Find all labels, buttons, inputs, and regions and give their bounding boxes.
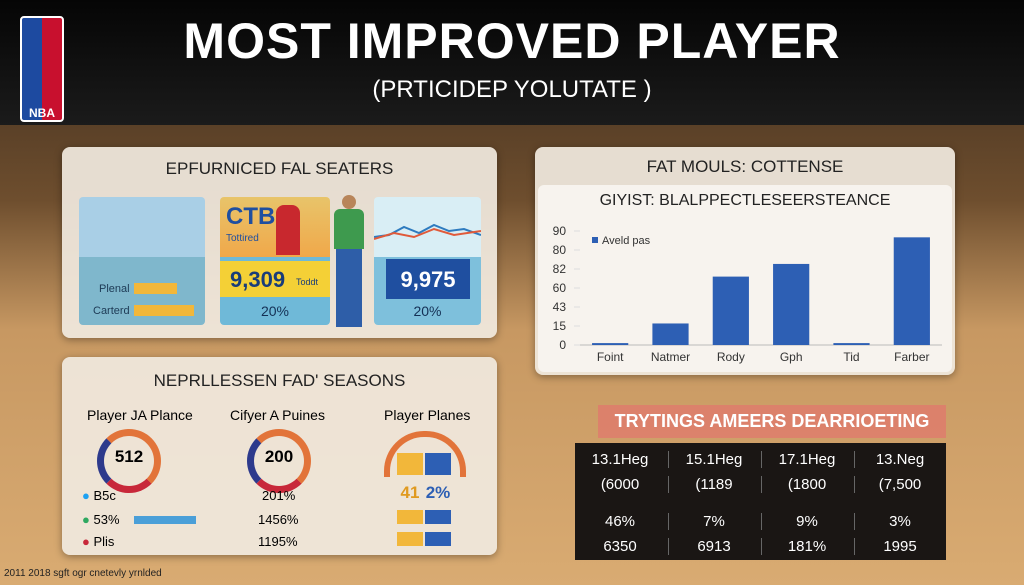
- block: [397, 453, 423, 475]
- row-label: Plis: [93, 534, 115, 549]
- logo: NBA: [20, 16, 64, 122]
- panel-title: FAT MOULS: COTTENSE: [646, 157, 844, 176]
- panel-title: NEPRLLESSEN FAD' SEASONS: [153, 371, 406, 390]
- table-cell: 13.Neg: [854, 451, 945, 468]
- legend-swatch: [134, 283, 177, 294]
- table-cell: 17.1Heg: [761, 451, 852, 468]
- page-subtitle: (PRTICIDEP YOLUTATE ): [372, 76, 652, 103]
- donut-value: 200: [264, 447, 294, 466]
- row-label: 201%: [262, 488, 296, 503]
- table-cell: 181%: [761, 538, 852, 555]
- table-cell: (1800: [761, 476, 852, 493]
- card-unit: Toddt: [296, 277, 319, 287]
- table-cell: 3%: [854, 513, 945, 530]
- y-tick-label: 60: [553, 281, 567, 295]
- x-tick-label: Natmer: [651, 350, 690, 364]
- table-cell: (7,500: [854, 476, 945, 493]
- header-band: [0, 0, 1024, 125]
- donut: [97, 429, 161, 493]
- row-label: 1456%: [258, 512, 299, 527]
- y-tick-label: 43: [553, 300, 567, 314]
- legend-swatch: [134, 305, 194, 316]
- block: [397, 510, 423, 524]
- footer: 2011 2018 sgft ogr cnetevly yrnlded: [4, 568, 162, 579]
- brand-sub: Tottired: [226, 233, 259, 244]
- y-tick-label: 15: [553, 319, 567, 333]
- value-bar: [220, 261, 330, 297]
- card: 9,975 20%: [374, 197, 481, 325]
- row-text: ● B5c: [82, 488, 116, 503]
- donut-value: 512: [114, 447, 144, 466]
- sparkline: [374, 223, 481, 240]
- bar: [592, 343, 629, 345]
- card-value: 9,975: [400, 267, 456, 292]
- card-pct: 20%: [260, 303, 290, 319]
- donut: [247, 429, 311, 493]
- row-label: B5c: [93, 488, 116, 503]
- table-cell: 1995: [854, 538, 945, 555]
- x-tick-label: Tid: [843, 350, 859, 364]
- table-title: TRYTINGS AMEERS DEARRIOETING: [598, 405, 946, 438]
- player-icon: [276, 205, 300, 255]
- row-bar: [134, 516, 196, 524]
- block: [397, 532, 423, 546]
- block: [425, 453, 451, 475]
- row-text: ● 53%: [82, 512, 120, 527]
- bar: [712, 276, 749, 345]
- table-cell: 6913: [668, 538, 759, 555]
- card: Plenal Carterd: [79, 197, 205, 325]
- column-label: Player Planes: [384, 407, 471, 423]
- bar: [773, 263, 810, 345]
- legend-swatch: [592, 237, 598, 243]
- y-tick-label: 80: [553, 243, 567, 257]
- x-tick-label: Foint: [597, 350, 624, 364]
- column-label: Player JA Plance: [87, 407, 193, 423]
- player-figure: [334, 195, 364, 330]
- panel-title: EPFURNICED FAL SEATERS: [165, 159, 394, 178]
- x-tick-label: Rody: [717, 350, 745, 364]
- table-cell: (6000: [600, 476, 640, 493]
- table-cell: 9%: [761, 513, 852, 530]
- row-label: 1195%: [258, 534, 298, 549]
- y-tick-label: 82: [553, 262, 567, 276]
- legend-label: Plenal: [99, 283, 130, 295]
- value-box: [386, 259, 470, 299]
- table-cell: 6350: [603, 538, 637, 555]
- row-label: 53%: [93, 512, 120, 527]
- table-cell: (1189: [668, 476, 759, 493]
- card-pct: 20%: [413, 303, 442, 319]
- legend-label: Carterd: [93, 305, 130, 317]
- x-tick-label: Gph: [780, 350, 803, 364]
- block: [425, 532, 451, 546]
- panel: EPFURNICED FAL SEATERS Plenal Carterd CT…: [62, 147, 497, 338]
- y-tick-label: 90: [553, 224, 567, 238]
- block-label: 41: [400, 483, 420, 502]
- table-cell: 13.1Heg: [591, 451, 649, 468]
- legend-label: Aveld pas: [602, 235, 651, 247]
- bar: [652, 323, 689, 345]
- bar: [893, 237, 930, 345]
- block: [425, 510, 451, 524]
- table-cell: 46%: [604, 513, 636, 530]
- table-cell: 7%: [668, 513, 759, 530]
- bar: [833, 343, 870, 345]
- y-tick-label: 0: [559, 338, 566, 352]
- table: 13.1Heg 15.1Heg 17.1Heg 13.Neg (6000 (1189 (18…: [575, 443, 946, 560]
- panel: NEPRLLESSEN FAD' SEASONS Player JA Planc…: [62, 357, 497, 555]
- card-value: 9,309: [230, 267, 286, 292]
- column-label: Cifyer A Puines: [230, 407, 325, 423]
- table-cell: 15.1Heg: [668, 451, 759, 468]
- chart-title: GIYIST: BLALPPECTLESEERSTEANCE: [600, 192, 891, 209]
- x-tick-label: Farber: [894, 350, 929, 364]
- row-text: ● Plis: [82, 534, 115, 549]
- block-label: 2%: [425, 483, 451, 502]
- card: CTBA Tottired 9,309 Toddt 20%: [220, 197, 330, 325]
- page-title: MOST IMPROVED PLAYER: [183, 13, 841, 69]
- chart: GIYIST: BLALPPECTLESEERSTEANCE 0 15 43 60 82…: [538, 185, 952, 372]
